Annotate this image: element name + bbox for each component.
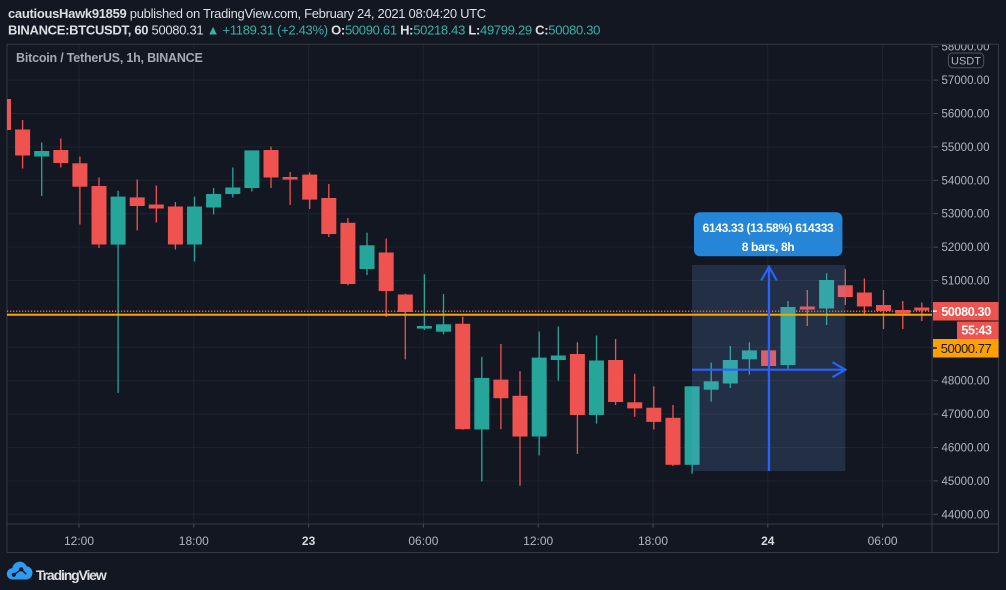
svg-text:06:00: 06:00 [868,534,898,548]
svg-text:51000.00: 51000.00 [942,276,990,288]
svg-text:53000.00: 53000.00 [942,209,990,221]
svg-text:52000.00: 52000.00 [942,242,990,254]
svg-text:Bitcoin / TetherUS, 1h, BINANC: Bitcoin / TetherUS, 1h, BINANCE [16,51,203,65]
svg-text:TradingView: TradingView [36,567,107,583]
svg-text:50000.77: 50000.77 [941,341,992,356]
svg-text:56000.00: 56000.00 [942,109,990,121]
svg-text:55000.00: 55000.00 [942,142,990,154]
svg-text:cautiousHawk91859 published on: cautiousHawk91859 published on TradingVi… [8,6,486,21]
svg-text:57000.00: 57000.00 [942,75,990,87]
svg-text:54000.00: 54000.00 [942,175,990,187]
svg-text:USDT: USDT [951,56,981,68]
svg-text:44000.00: 44000.00 [942,509,990,521]
svg-text:18:00: 18:00 [179,534,209,548]
svg-text:BINANCE:BTCUSDT, 60 50080.31 ▲: BINANCE:BTCUSDT, 60 50080.31 ▲ +1189.31 … [8,23,600,38]
svg-text:55:43: 55:43 [961,324,992,338]
svg-text:58000.00: 58000.00 [942,42,990,54]
svg-text:46000.00: 46000.00 [942,443,990,455]
svg-text:50080.30: 50080.30 [941,305,991,319]
svg-text:12:00: 12:00 [64,534,94,548]
svg-text:18:00: 18:00 [638,534,668,548]
svg-text:47000.00: 47000.00 [942,409,990,421]
svg-text:48000.00: 48000.00 [942,376,990,388]
svg-text:24: 24 [761,534,775,548]
svg-text:23: 23 [302,534,316,548]
svg-text:45000.00: 45000.00 [942,476,990,488]
svg-text:06:00: 06:00 [408,534,438,548]
svg-text:6143.33 (13.58%) 614333: 6143.33 (13.58%) 614333 [703,221,834,235]
svg-text:8 bars, 8h: 8 bars, 8h [742,240,795,254]
svg-text:12:00: 12:00 [523,534,553,548]
